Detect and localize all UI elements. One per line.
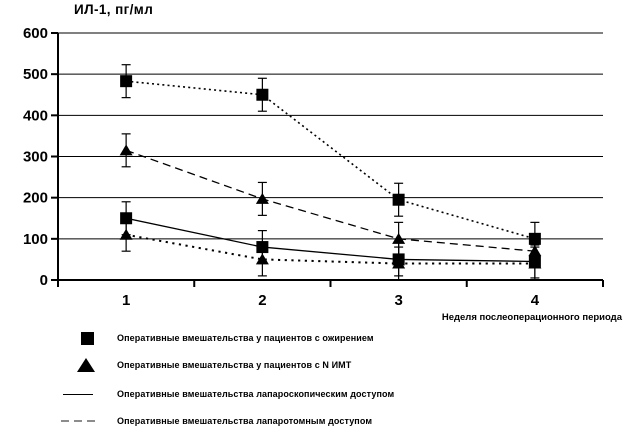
dashed-line-icon [61, 420, 98, 422]
svg-text:500: 500 [23, 66, 48, 83]
legend-item-label: Оперативные вмешательства у пациентов с … [117, 360, 352, 370]
svg-text:0: 0 [40, 272, 48, 289]
legend-item-normal-bmi-patients: Оперативные вмешательства у пациентов с … [60, 357, 351, 373]
svg-text:300: 300 [23, 149, 48, 166]
legend-item-laparoscopic-access: Оперативные вмешательства лапароскопичес… [60, 386, 394, 402]
svg-text:600: 600 [23, 25, 48, 42]
legend-item-laparotomy-access: Оперативные вмешательства лапаротомным д… [60, 413, 372, 429]
legend-item-label: Оперативные вмешательства лапаротомным д… [117, 416, 373, 426]
svg-text:4: 4 [531, 292, 540, 309]
x-axis-title: Неделя послеоперационного периода [441, 312, 622, 323]
svg-text:400: 400 [23, 107, 48, 124]
svg-text:100: 100 [23, 231, 48, 248]
svg-text:1: 1 [122, 292, 130, 309]
chart-title: ИЛ-1, пг/мл [74, 2, 154, 17]
square-marker-icon [81, 331, 94, 345]
svg-text:200: 200 [23, 190, 48, 207]
triangle-marker-icon [77, 358, 95, 372]
solid-line-icon [63, 393, 93, 395]
svg-text:3: 3 [394, 292, 402, 309]
legend-item-label: Оперативные вмешательства лапароскопичес… [117, 389, 395, 399]
legend-item-obese-patients: Оперативные вмешательства у пациентов с … [60, 330, 374, 346]
line-chart-plot: 0 100 200 300 400 500 600 1 2 3 4 [23, 25, 604, 309]
legend-item-label: Оперативные вмешательства у пациентов с … [117, 333, 374, 343]
svg-text:2: 2 [258, 292, 266, 309]
